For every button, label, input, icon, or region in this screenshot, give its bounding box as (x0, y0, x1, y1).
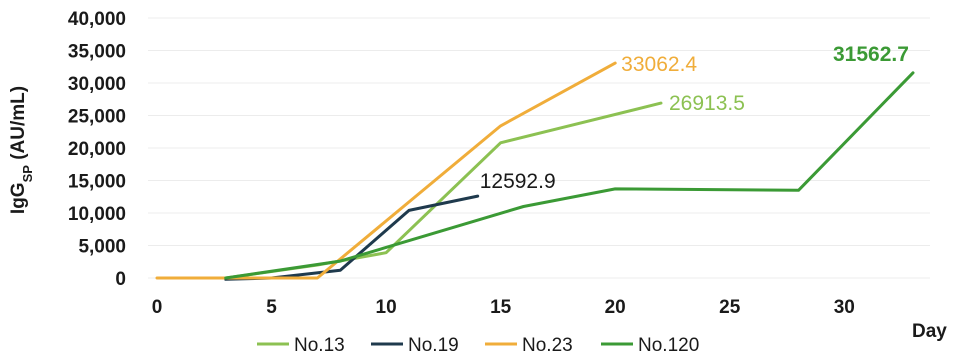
end-labels: 26913.5 12592.9 33062.4 31562.7 (480, 43, 909, 193)
y-tick-label: 15,000 (68, 172, 126, 193)
data-label: 12592.9 (480, 170, 556, 193)
legend-label: No.19 (408, 335, 459, 356)
series-lines (155, 61, 915, 281)
y-tick-label: 5,000 (78, 237, 126, 258)
data-label: 33062.4 (621, 53, 697, 76)
series-line-no23 (155, 61, 617, 280)
series-line-no13 (224, 101, 663, 280)
legend-label: No.120 (638, 335, 699, 356)
x-tick-label: 5 (266, 297, 277, 318)
x-tick-label: 30 (834, 297, 855, 318)
series-line-no19 (224, 194, 480, 281)
x-axis-title: Day (912, 321, 947, 342)
y-tick-label: 10,000 (68, 204, 126, 225)
x-tick-label: 15 (490, 297, 512, 318)
x-tick-label: 20 (605, 297, 626, 318)
y-axis-title: IgGSP (AU/mL) (8, 86, 35, 214)
y-axis-ticks: 0 5,000 10,000 15,000 20,000 25,000 30,000 35,0… (68, 9, 126, 290)
x-tick-label: 0 (152, 297, 163, 318)
y-tick-label: 0 (115, 269, 126, 290)
legend: No.13 No.19 No.23 No.120 (257, 335, 699, 356)
y-tick-label: 25,000 (68, 107, 126, 128)
y-tick-label: 35,000 (68, 42, 126, 63)
x-tick-label: 25 (719, 297, 741, 318)
y-tick-label: 20,000 (68, 139, 126, 160)
y-tick-label: 40,000 (68, 9, 126, 30)
y-tick-label: 30,000 (68, 74, 126, 95)
x-tick-label: 10 (376, 297, 397, 318)
x-axis-ticks: 0 5 10 15 20 25 30 (152, 297, 855, 318)
legend-label: No.13 (294, 335, 345, 356)
series-line-no120 (224, 71, 915, 280)
data-label: 26913.5 (669, 92, 745, 115)
legend-label: No.23 (522, 335, 573, 356)
data-label: 31562.7 (833, 43, 909, 66)
grid-lines (148, 17, 930, 279)
